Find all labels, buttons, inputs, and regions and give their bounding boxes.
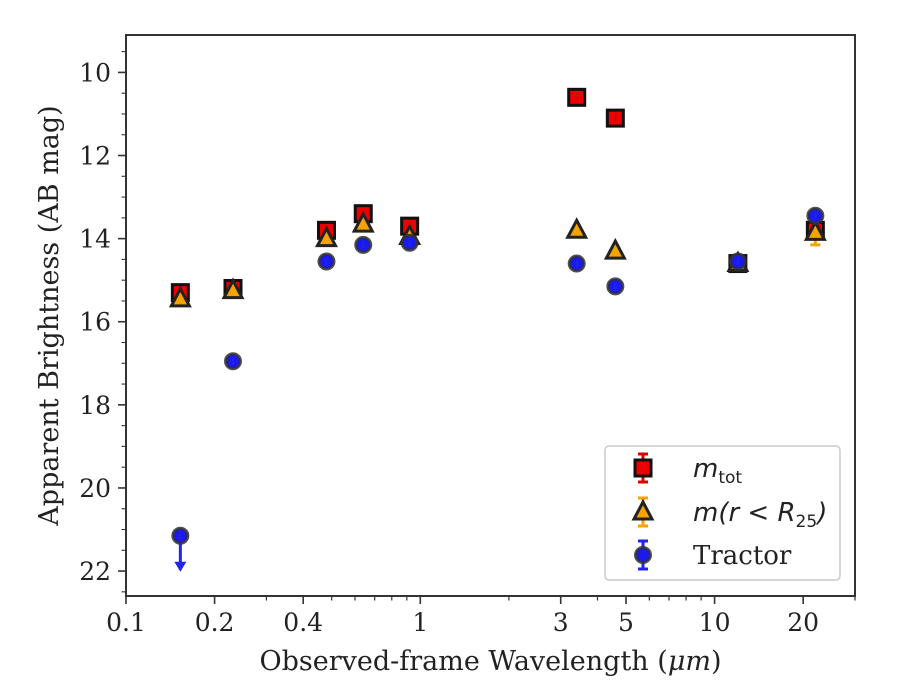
legend-entry: m(r < R25) [631,496,827,532]
upper-limit-arrow-head [174,561,187,572]
x-axis-label-suffix: ) [711,646,722,677]
series-0 [170,87,825,303]
x-tick-label: 20 [787,608,819,637]
y-axis-label: Apparent Brightness (AB mag) [34,105,65,526]
x-tick-label: 10 [699,608,731,637]
triangle-marker [631,498,655,521]
data-point [171,526,190,572]
x-axis: 0.1 0.2 0.4 1 3 5 10 20 [106,596,856,637]
triangle-marker [351,210,375,233]
data-point [603,237,627,260]
triangle-marker [603,237,627,260]
data-point [728,252,747,271]
x-axis-label-unit: μm [668,646,711,677]
y-tick-label: 12 [79,142,111,171]
legend-label: mtot [693,454,742,488]
y-tick-label: 22 [79,557,111,586]
data-marks [168,87,827,572]
data-point [221,277,245,300]
data-point [606,277,625,296]
circle-marker [634,546,652,564]
triangle-marker [565,217,589,239]
y-axis: 10 12 14 16 18 20 22 [79,51,126,593]
x-tick-label: 3 [553,608,569,637]
triangle-marker [221,277,245,300]
x-tick-label: 1 [412,608,428,637]
legend-entry: Tractor [634,539,792,571]
x-tick-label: 0.1 [106,608,146,637]
data-point [317,252,336,271]
data-point [567,87,587,107]
legend-label-main: Tractor [693,541,792,571]
x-tick-label: 0.2 [195,608,235,637]
legend-label-sub: 25 [796,512,818,532]
y-tick-label: 16 [79,308,111,337]
x-axis-label: Observed-frame Wavelength (μm) [259,646,721,677]
triangle-marker [168,285,192,308]
series-1 [168,210,827,308]
data-point [351,210,375,233]
legend-label-main: m(r < R [693,498,796,528]
data-point [567,254,586,273]
y-tick-label: 20 [79,474,111,503]
series-2 [171,206,825,572]
x-tick-label: 5 [618,608,634,637]
legend-box [604,445,841,581]
data-point [605,108,625,128]
legend-label: m(r < R25) [693,498,827,532]
data-point [400,233,419,252]
y-tick-label: 14 [79,225,111,254]
data-point [224,352,243,371]
y-tick-label: 18 [79,391,111,420]
data-point [565,217,589,239]
data-point [314,225,338,248]
triangle-marker [314,225,338,248]
legend-label-sub: tot [718,468,742,488]
legend-entry: mtot [633,452,742,488]
legend-label-close: ) [815,498,827,528]
legend-label-main: m [693,454,718,484]
square-marker [633,458,653,478]
triangle-marker [803,219,827,241]
x-axis-label-prefix: Observed-frame Wavelength ( [259,646,667,677]
y-tick-label: 10 [79,58,111,87]
legend: mtot m(r < R25) Tractor [604,445,841,581]
data-point [168,285,192,308]
legend-label: Tractor [693,541,792,571]
plot-frame [125,34,856,597]
x-tick-label: 0.4 [283,608,323,637]
data-point [354,235,373,254]
data-point [806,206,825,225]
